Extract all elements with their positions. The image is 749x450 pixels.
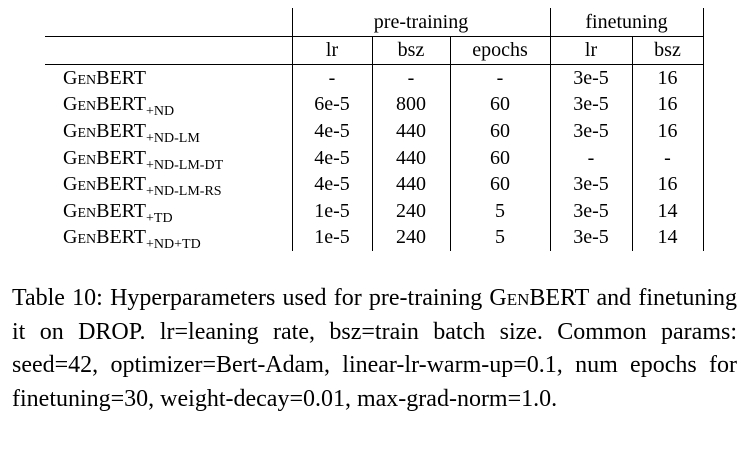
table-row: GenBERT - - -3e-5 16 (45, 64, 704, 92)
model-cell: GenBERT (45, 64, 292, 91)
column-header: bsz (371, 36, 450, 65)
table-cell: 440 (371, 144, 450, 171)
model-subscript: +ND (146, 104, 175, 120)
model-name: GenBERT (63, 120, 147, 143)
table-cell: - (549, 144, 632, 171)
model-name: GenBERT (63, 93, 147, 116)
table-cell: - (449, 64, 550, 92)
table-cell: 6e-5 (291, 91, 372, 118)
table-cell: 4e-5 (291, 170, 372, 198)
table-cell: 3e-5 (549, 91, 632, 118)
group-header: pre-training (291, 8, 550, 37)
table-cell: 3e-5 (549, 197, 632, 225)
table-cell: 60 (449, 170, 550, 198)
table-cell: 3e-5 (549, 64, 632, 92)
caption-text: Hyperparameters used for pre-training (110, 285, 483, 311)
caption-text: and finetuning it on DROP. lr=leaning ra… (12, 285, 738, 412)
table-cell: 440 (371, 117, 450, 145)
table-cell: 3e-5 (549, 117, 632, 145)
model-cell: GenBERT+ND+TD (45, 224, 292, 253)
table-cell: - (631, 144, 704, 171)
table-cell: 60 (449, 91, 550, 118)
table-row: GenBERT+ND 6e-5 800 60 3e-5 16 (45, 91, 704, 120)
table-cell: 16 (631, 117, 704, 145)
caption: Table 10: Hyperparameters used for pre-t… (12, 282, 737, 416)
model-name: GenBERT (489, 285, 590, 311)
model-cell: GenBERT+ND (45, 91, 292, 120)
model-subscript: +TD (146, 210, 173, 226)
hyperparameter-table: pre-training finetuning lr bsz epochs lr bsz Ge… (45, 8, 704, 253)
table-row: GenBERT+ND-LM 4e-5 440 60 3e-5 16 (45, 117, 704, 147)
header-cell (45, 36, 292, 65)
table-cell: 5 (449, 197, 550, 225)
table-row: GenBERT+TD 1e-5 240 5 3e-5 14 (45, 197, 704, 226)
model-subscript: +ND+TD (146, 237, 201, 253)
model-cell: GenBERT+ND-LM-RS (45, 171, 292, 200)
column-header: lr (549, 36, 632, 65)
table-row: GenBERT+ND-LM-RS 4e-5 440 60 3e-5 16 (45, 170, 704, 200)
model-subscript: +ND-LM-DT (146, 157, 224, 173)
table-cell: 800 (371, 91, 450, 118)
caption-label: Table 10: (12, 285, 103, 311)
model-subscript: +ND-LM (146, 131, 200, 147)
table-cell: 240 (371, 224, 450, 251)
table-row: GenBERT+ND-LM-DT 4e-5 440 60- - (45, 144, 704, 173)
model-cell: GenBERT+TD (45, 198, 292, 226)
table-cell: 3e-5 (549, 224, 632, 251)
table-cell: - (371, 64, 450, 92)
model-name: GenBERT (63, 226, 147, 249)
table-cell: 4e-5 (291, 144, 372, 171)
header-row: pre-training finetuning (45, 8, 704, 37)
table-cell: 16 (631, 170, 704, 198)
table-cell: 16 (631, 64, 704, 92)
model-subscript: +ND-LM-RS (146, 184, 222, 200)
table-cell: - (291, 64, 372, 92)
table-cell: 440 (371, 170, 450, 198)
table-cell: 3e-5 (549, 170, 632, 198)
column-header: epochs (449, 36, 550, 65)
table-cell: 60 (449, 144, 550, 171)
column-header: lr (291, 36, 372, 65)
model-name: GenBERT (63, 173, 147, 196)
table-cell: 5 (449, 224, 550, 251)
model-name: GenBERT (63, 146, 147, 169)
table-cell: 4e-5 (291, 117, 372, 145)
table-row: GenBERT+ND+TD 1e-5 240 5 3e-5 14 (45, 224, 704, 253)
table-cell: 1e-5 (291, 197, 372, 225)
column-header: bsz (631, 36, 704, 65)
table-cell: 16 (631, 91, 704, 118)
header-cell (45, 8, 292, 37)
model-name: GenBERT (63, 199, 147, 222)
table-cell: 240 (371, 197, 450, 225)
table-cell: 14 (631, 224, 704, 251)
model-cell: GenBERT+ND-LM-DT (45, 144, 292, 173)
table-cell: 60 (449, 117, 550, 145)
group-header: finetuning (549, 8, 704, 37)
model-cell: GenBERT+ND-LM (45, 118, 292, 147)
table-cell: 14 (631, 197, 704, 225)
header-row: lr bsz epochs lr bsz (45, 36, 704, 65)
table-cell: 1e-5 (291, 224, 372, 251)
model-name: GenBERT (63, 66, 147, 89)
